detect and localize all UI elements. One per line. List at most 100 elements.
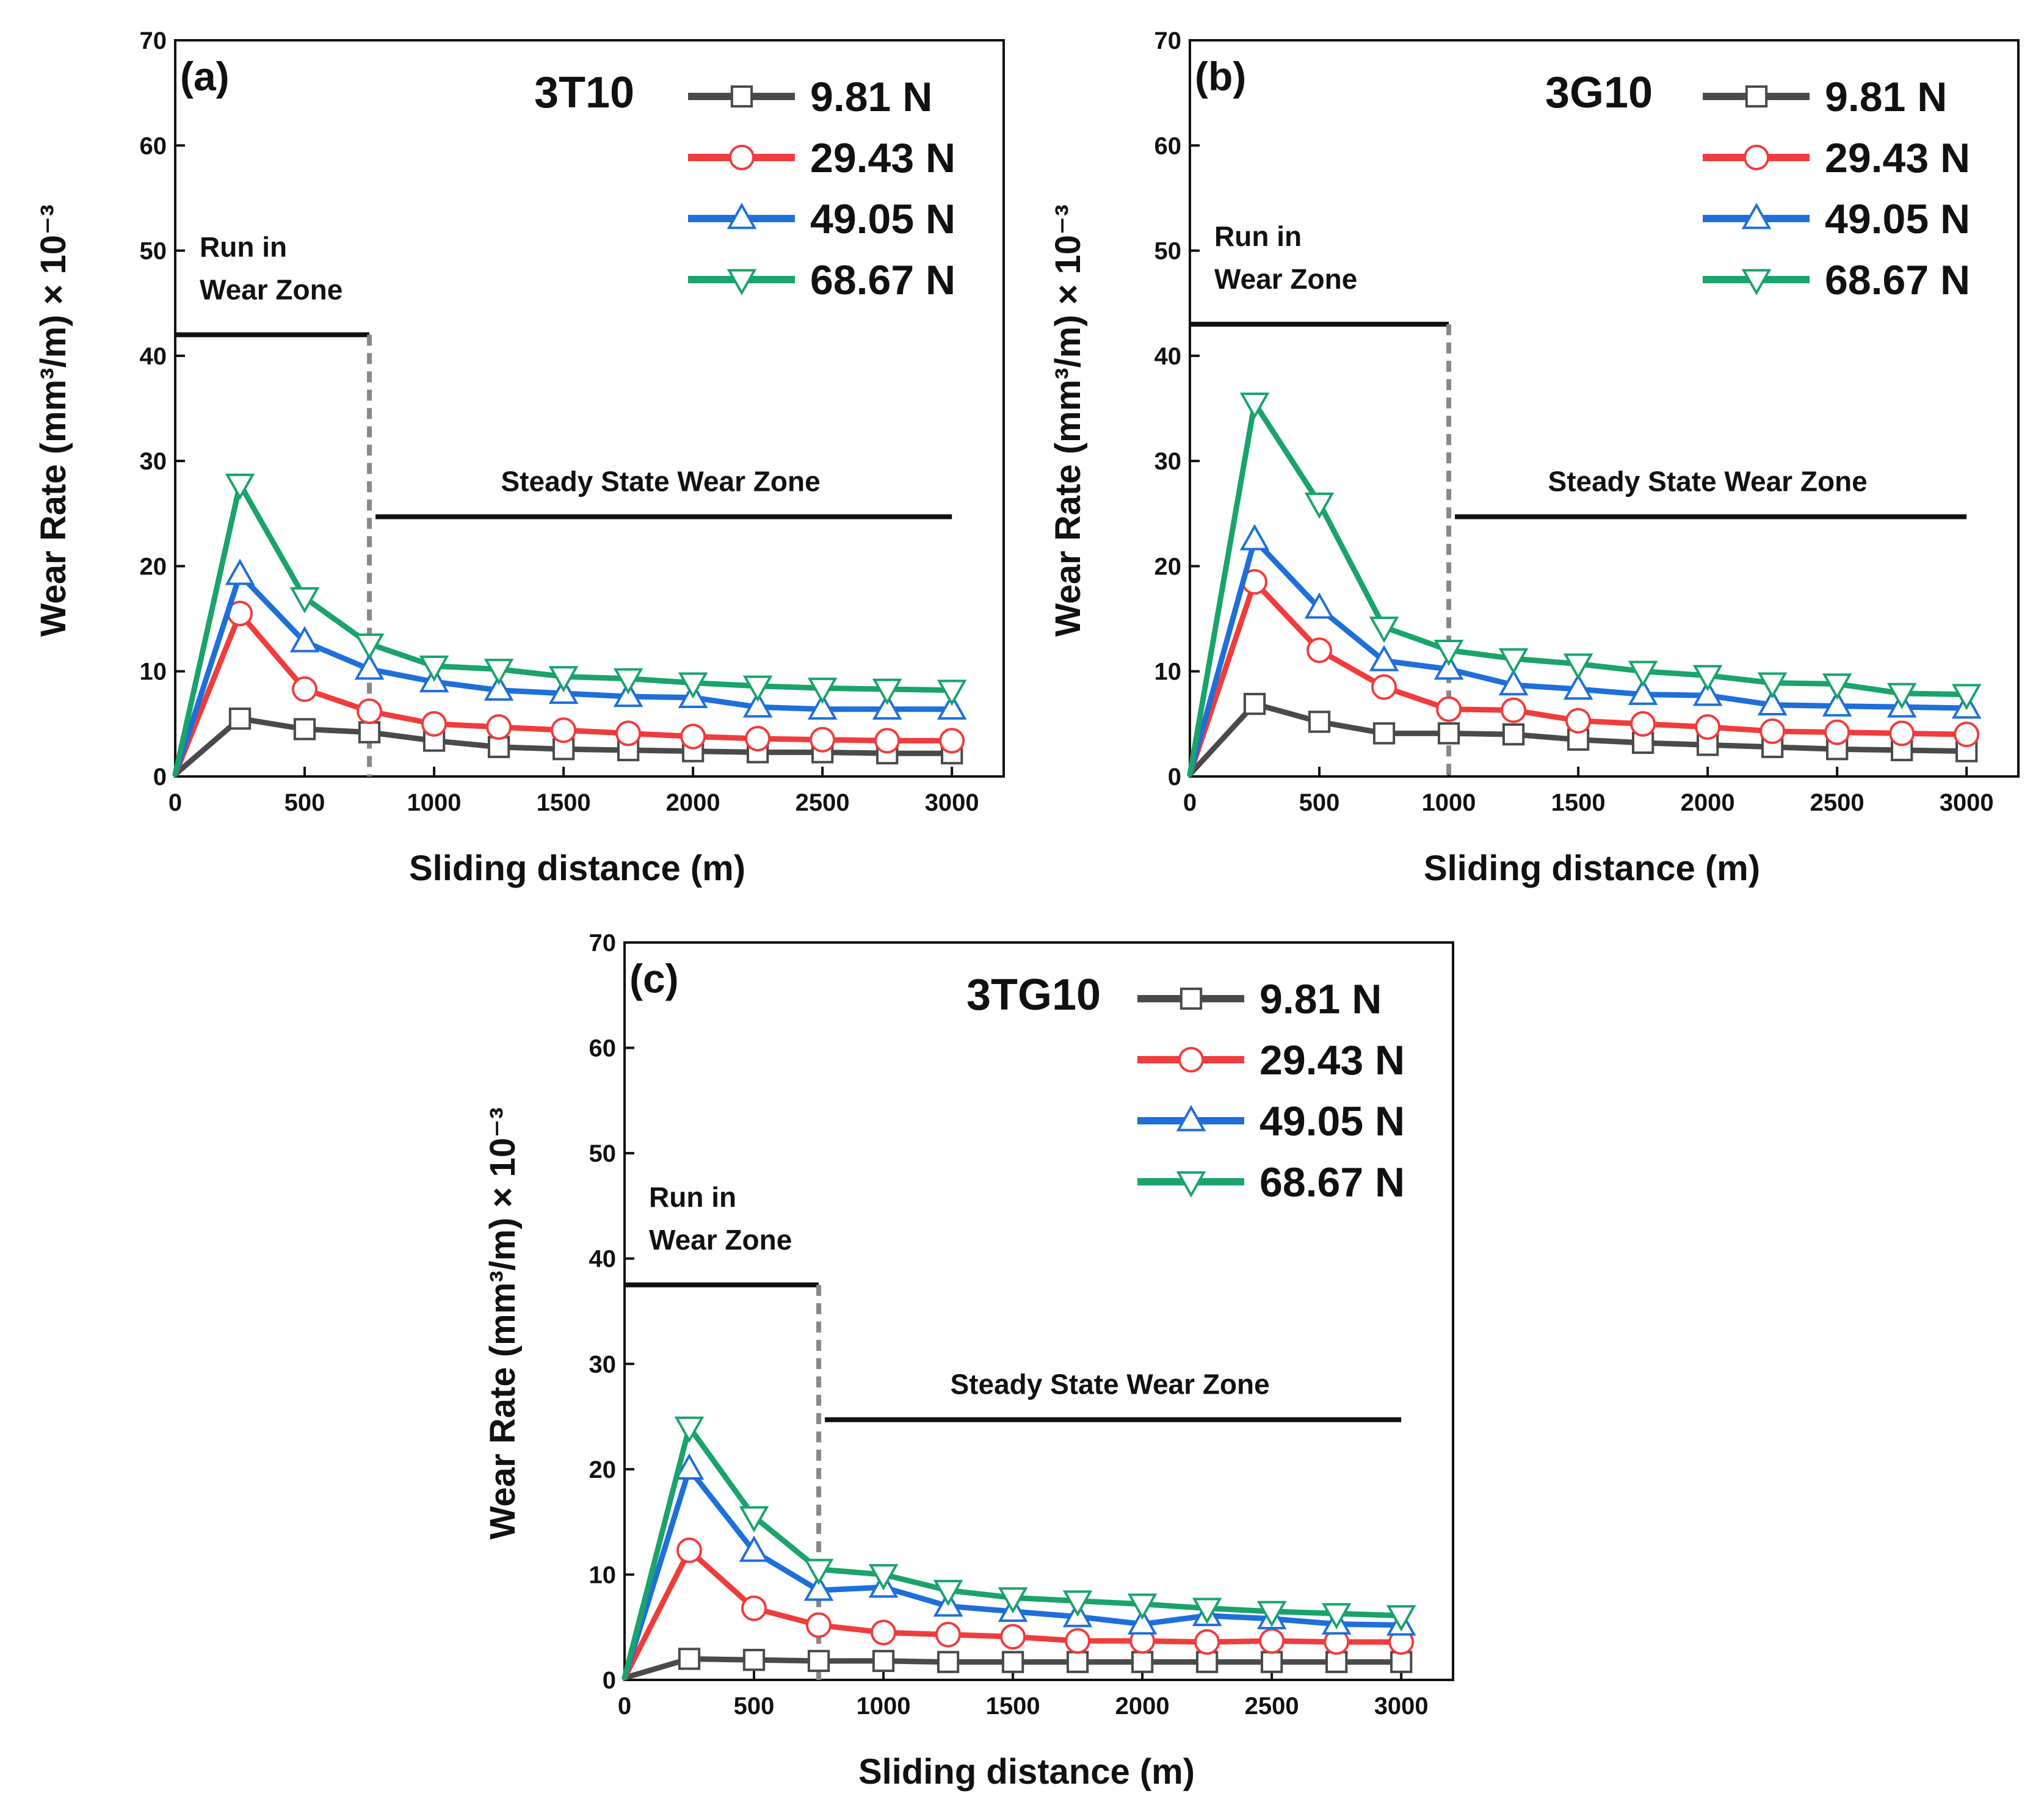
data-point xyxy=(1195,1651,1219,1673)
run-in-zone-label-line: Run in xyxy=(649,1181,736,1213)
data-point xyxy=(289,587,320,614)
legend-marker xyxy=(1178,1047,1204,1073)
data-point xyxy=(552,738,575,761)
data-point xyxy=(1065,1628,1091,1654)
data-point xyxy=(871,1619,897,1646)
data-point xyxy=(486,714,512,740)
data-point xyxy=(1760,718,1786,744)
legend-marker xyxy=(1176,1105,1206,1132)
legend-label: 49.05 N xyxy=(1825,196,1970,242)
data-point xyxy=(1371,674,1397,700)
y-tick-label: 20 xyxy=(589,1456,617,1483)
y-axis-title: Wear Rate (mm³/m) × 10⁻³ xyxy=(483,1107,523,1540)
data-point xyxy=(872,1649,895,1673)
data-point xyxy=(1192,1598,1222,1624)
data-point xyxy=(933,1580,963,1607)
data-point xyxy=(1757,672,1788,699)
x-tick-label: 1000 xyxy=(1422,789,1476,816)
data-point xyxy=(1501,697,1527,723)
y-tick-label: 0 xyxy=(603,1667,616,1694)
steady-zone-label: Steady State Wear Zone xyxy=(951,1369,1270,1400)
data-point xyxy=(1502,723,1525,746)
data-point xyxy=(807,1649,830,1673)
data-point xyxy=(292,676,318,703)
data-point xyxy=(1369,617,1399,643)
data-point xyxy=(358,721,381,744)
data-point xyxy=(1001,1651,1024,1673)
x-tick-label: 3000 xyxy=(1940,789,1994,816)
run-in-zone-label: Run in Wear Zone xyxy=(649,1181,792,1256)
data-point xyxy=(803,1558,834,1585)
run-in-zone-label-line: Wear Zone xyxy=(1214,263,1357,295)
plot-frame xyxy=(174,39,1005,778)
data-point xyxy=(742,675,773,702)
sample-label: 3TG10 xyxy=(966,971,1101,1019)
data-point xyxy=(1066,1651,1089,1673)
run-in-zone-label: Run in Wear Zone xyxy=(200,231,342,305)
data-point xyxy=(354,653,385,680)
legend-label: 29.43 N xyxy=(810,135,955,181)
data-point xyxy=(678,672,708,699)
data-point xyxy=(1824,719,1850,745)
run-in-zone-label-line: Wear Zone xyxy=(200,273,342,305)
y-tick-label: 60 xyxy=(140,132,167,159)
data-point xyxy=(1954,722,1980,748)
data-point xyxy=(1127,1608,1158,1635)
y-tick-label: 10 xyxy=(1154,659,1182,686)
y-tick-label: 70 xyxy=(1154,27,1182,54)
data-point xyxy=(228,707,252,730)
data-point xyxy=(487,736,510,758)
data-point xyxy=(680,723,706,750)
y-tick-label: 30 xyxy=(589,1351,617,1378)
data-point xyxy=(939,728,965,754)
data-point xyxy=(1630,711,1656,737)
data-point xyxy=(1498,648,1529,675)
data-point xyxy=(937,693,967,720)
panel-label: (b) xyxy=(1195,54,1246,99)
data-point xyxy=(484,674,514,701)
legend-label: 9.81 N xyxy=(810,74,932,120)
x-tick-label: 2500 xyxy=(1245,1693,1299,1720)
data-point xyxy=(1437,722,1460,745)
y-tick-label: 50 xyxy=(140,238,167,265)
legend-label: 49.05 N xyxy=(1259,1098,1405,1145)
y-tick-label: 20 xyxy=(1154,553,1182,580)
chart-panel-1: 0 10 20 30 40 50 60 70 0 500 1000 1500 2000 2500 3000 S… xyxy=(34,27,1005,888)
run-in-zone-label-line: Wear Zone xyxy=(649,1224,792,1256)
legend-label: 68.67 N xyxy=(1259,1159,1405,1206)
steady-zone-label: Steady State Wear Zone xyxy=(1548,465,1868,497)
x-tick-label: 1000 xyxy=(407,789,462,816)
data-point xyxy=(676,1537,703,1563)
data-point xyxy=(1369,645,1399,671)
data-point xyxy=(613,681,643,707)
x-tick-label: 1000 xyxy=(857,1693,911,1720)
sample-label: 3T10 xyxy=(534,68,634,117)
data-point xyxy=(1261,1651,1283,1673)
legend-marker xyxy=(1741,269,1772,295)
x-tick-label: 2000 xyxy=(1115,1693,1170,1720)
x-tick-label: 1500 xyxy=(537,789,591,816)
data-point xyxy=(935,1621,962,1648)
data-point xyxy=(868,1564,899,1591)
chart-panel-2: 0 10 20 30 40 50 60 70 0 500 1000 1500 2000 2500 3000 S… xyxy=(1048,27,2020,888)
data-point xyxy=(1886,682,1917,709)
data-point xyxy=(1628,660,1658,687)
data-point xyxy=(1692,679,1723,706)
data-point xyxy=(872,678,902,705)
data-point xyxy=(807,693,838,720)
data-point xyxy=(1239,393,1270,419)
x-axis-title: Sliding distance (m) xyxy=(409,849,745,888)
data-point xyxy=(874,728,901,754)
data-point xyxy=(551,717,577,744)
legend-label: 68.67 N xyxy=(1825,257,1970,303)
x-tick-label: 1500 xyxy=(986,1693,1040,1720)
data-point xyxy=(1565,707,1592,734)
legend-marker xyxy=(727,203,757,230)
y-tick-label: 30 xyxy=(1154,448,1182,475)
data-point xyxy=(289,626,320,653)
data-point xyxy=(1304,492,1335,519)
legend-marker xyxy=(727,269,757,295)
legend-label: 49.05 N xyxy=(810,196,955,242)
data-point xyxy=(741,1595,767,1621)
data-point xyxy=(1372,722,1396,745)
